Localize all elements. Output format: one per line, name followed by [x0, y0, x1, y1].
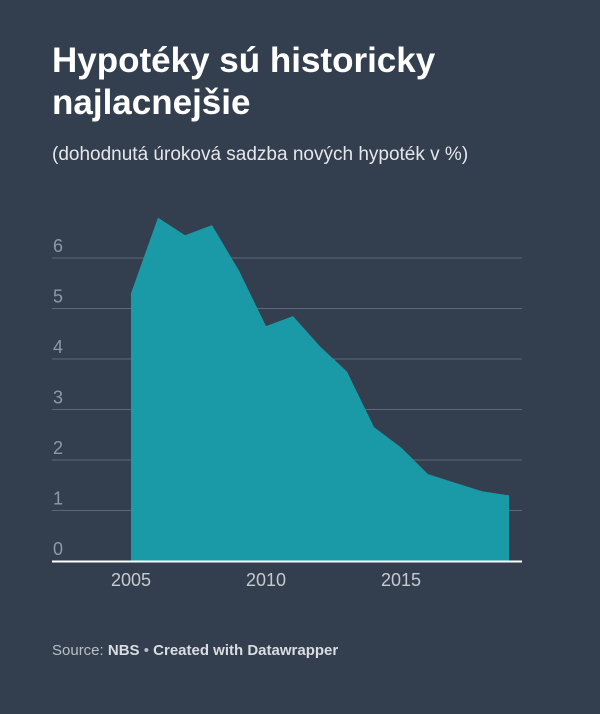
source-name[interactable]: NBS [107, 642, 140, 659]
created-with-link[interactable]: Created with Datawrapper [153, 642, 339, 659]
chart-title: Hypotéky sú historicky najlacnejšie [52, 41, 436, 122]
footer-separator: • [143, 642, 149, 659]
series-area [131, 217, 509, 561]
y-tick-label: 6 [53, 236, 63, 256]
y-tick-label: 3 [53, 388, 63, 408]
x-tick-label: 2015 [381, 570, 421, 590]
footer: Source: NBS • Created with Datawrapper [52, 642, 338, 659]
x-tick-label: 2010 [246, 570, 286, 590]
y-tick-label: 4 [53, 337, 63, 357]
chart-subtitle: (dohodnutá úroková sadzba nových hypoték… [52, 144, 469, 165]
y-tick-label: 1 [53, 489, 63, 509]
source-label: Source: [52, 642, 104, 659]
y-tick-label: 5 [53, 287, 63, 307]
y-tick-label: 0 [53, 539, 63, 559]
y-axis-ticks: 0 1 2 3 4 5 6 [53, 236, 63, 559]
x-axis-ticks: 2005 2010 2015 [111, 570, 421, 590]
y-tick-label: 2 [53, 438, 63, 458]
area-chart: 0 1 2 3 4 5 6 2005 2010 2015 [52, 217, 522, 590]
x-tick-label: 2005 [111, 570, 151, 590]
